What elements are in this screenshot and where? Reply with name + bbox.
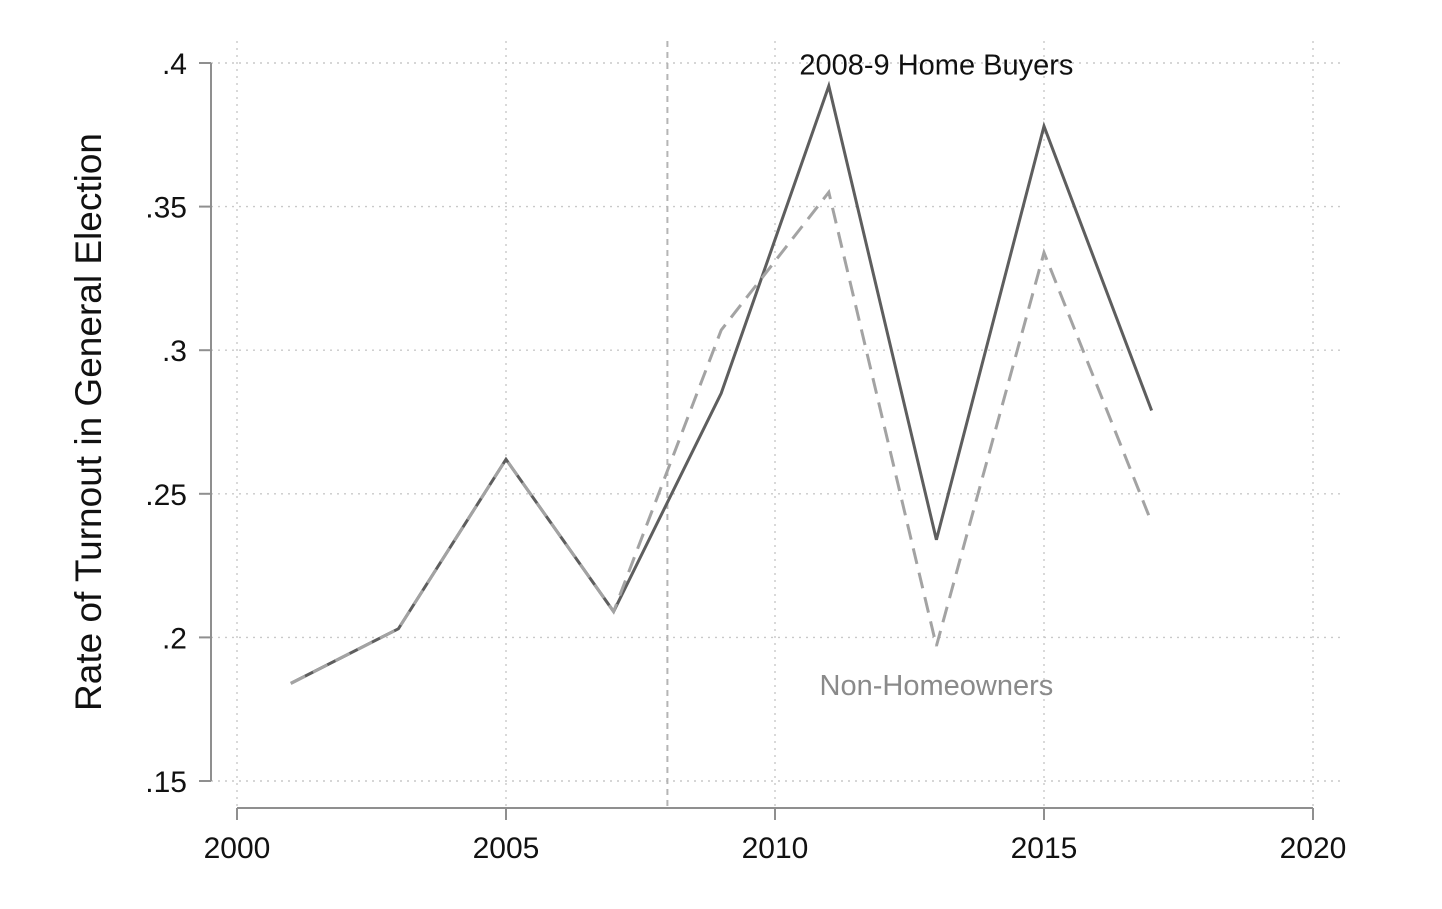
annotation-label: 2008-9 Home Buyers	[799, 49, 1073, 81]
x-tick-label: 2020	[1280, 832, 1347, 865]
y-tick-label: .2	[162, 622, 187, 655]
annotations: 2008-9 Home Buyers Non-Homeowners	[799, 49, 1073, 701]
y-axis-title: Rate of Turnout in General Election	[68, 133, 109, 711]
x-tick-label: 2000	[204, 832, 271, 865]
grid	[211, 41, 1343, 808]
y-tick-label: .3	[162, 335, 187, 368]
x-tick-label: 2005	[473, 832, 540, 865]
series-group	[290, 80, 1154, 685]
x-tick-label: 2015	[1011, 832, 1078, 865]
y-tick-label: .15	[145, 766, 187, 799]
y-tick-label: .35	[145, 192, 187, 225]
series-line-non-homeowners	[290, 188, 1153, 685]
y-tick-label: .25	[145, 479, 187, 512]
x-tick-label: 2010	[742, 832, 809, 865]
y-tick-label: .4	[162, 48, 187, 81]
annotation-label: Non-Homeowners	[820, 670, 1054, 702]
axes: .15 .2 .25 .3 .35 .4 2000 2005 2010 2015 2020	[145, 48, 1346, 865]
